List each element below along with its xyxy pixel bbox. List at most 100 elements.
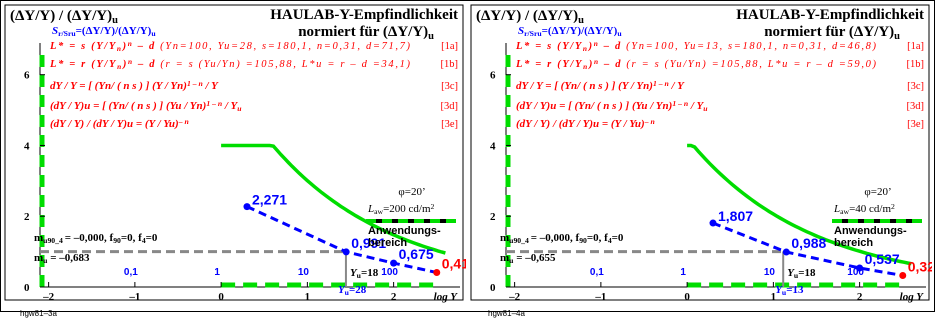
blue-data-point: [390, 259, 398, 267]
phi-label: φ=20’: [398, 186, 425, 198]
blue-x-label: 10: [764, 267, 776, 278]
formula-2: L* = r (Y/Y n) n – d (r = s (Yu/Yn) =105,8…: [49, 57, 410, 71]
x-tick-label: 2: [391, 291, 397, 303]
formula-tag: [1a]: [907, 41, 924, 52]
anwendungsbereich-label-2: bereich: [834, 237, 873, 249]
x-tick-label: 0: [684, 291, 690, 303]
yu-label: Yu=18: [350, 267, 379, 280]
chart-title-line2: normiert für (ΔY/Y)u: [764, 24, 900, 42]
blue-x-label: 1: [214, 267, 220, 278]
chart-panel-right: 0 2 4 6 –2 –1 0 1 2 log Y 1,807 0,988 0,537 0,326 0,1 1…: [468, 3, 932, 303]
blue-value-label: 0,991: [351, 235, 386, 251]
x-tick-label: –2: [508, 291, 521, 303]
y-tick-label: 2: [490, 211, 496, 223]
chart-svg: 0 2 4 6 –2 –1 0 1 2 log Y 1,807 0,988 0,537 0,326 0,1 1…: [470, 4, 932, 303]
header-ratio: (ΔY/Y) / (ΔY/Y)u: [10, 8, 118, 26]
yu-bottom-label: Yu=13: [775, 284, 804, 297]
luminance-label: Law=200 cd/m2: [367, 202, 435, 216]
chart-svg: 0 2 4 6 –2 –1 0 1 2 log Y 2,271 0,991 0,675 0,410 0,1 1…: [4, 4, 466, 303]
formula-tag: [3c]: [441, 81, 458, 92]
footer-code-right: hgw81–4a: [488, 309, 525, 318]
formula-tag: [3e]: [907, 119, 924, 130]
green-curve: [221, 143, 446, 255]
blue-data-point: [856, 264, 864, 272]
green-curve: [687, 143, 912, 266]
formula-1: L* = s (Y/Y n) n – d (Yn=100, Yu=13, s=180…: [515, 39, 877, 53]
red-data-point: [433, 268, 441, 276]
blue-data-point: [243, 203, 251, 211]
x-tick-label: –1: [128, 291, 140, 303]
red-data-point: [899, 271, 907, 279]
blue-x-label: 100: [381, 267, 398, 278]
x-tick-label: 2: [857, 291, 863, 303]
formula-5: (dY / Y) / (dY / Y)u = (Y / Yu)– n: [50, 117, 189, 130]
y-tick-label: 0: [24, 282, 30, 294]
blue-x-label: 0,1: [124, 267, 138, 278]
y-tick-label: 4: [24, 140, 30, 152]
m-u90-label: mu90_4 = –0,000, f90=0, f4=0: [34, 232, 158, 245]
chart-panel-left: 0 2 4 6 –2 –1 0 1 2 log Y 2,271 0,991 0,675 0,410 0,1 1…: [2, 3, 466, 303]
blue-x-label: 10: [298, 267, 310, 278]
formula-tag: [1a]: [441, 41, 458, 52]
anwendungsbereich-label-2: bereich: [368, 237, 407, 249]
y-tick-label: 2: [24, 211, 30, 223]
formula-tag: [3e]: [441, 119, 458, 130]
x-tick-label: 1: [305, 291, 311, 303]
blue-value-label: 0,537: [865, 251, 900, 267]
blue-x-label: 1: [680, 267, 686, 278]
blue-value-label: 2,271: [252, 192, 287, 208]
blue-value-label: 0,675: [399, 246, 434, 262]
formula-tag: [1b]: [441, 59, 459, 70]
chart-title-line1: HAULAB-Y-Empfindlichkeit: [736, 7, 924, 23]
sr-label: Sr/Sru=(ΔY/Y)/(ΔY/Y)u: [52, 25, 156, 38]
anwendungsbereich-label: Anwendungs-: [834, 225, 907, 237]
formula-4: (dY / Y)u = [ (Yn/ ( n s ) ] (Yu / Yn)1 …: [50, 99, 242, 113]
x-tick-label: –2: [42, 291, 55, 303]
y-tick-label: 6: [24, 70, 30, 82]
footer-code-left: hgw81–3a: [20, 309, 57, 318]
x-axis-label: log Y: [900, 291, 925, 303]
x-tick-label: 1: [771, 291, 777, 303]
anwendungsbereich-label: Anwendungs-: [368, 225, 441, 237]
phi-label: φ=20’: [864, 186, 891, 198]
header-ratio: (ΔY/Y) / (ΔY/Y)u: [476, 8, 584, 26]
blue-dashed-line: [712, 221, 903, 277]
red-value-label: 0,326: [908, 258, 932, 274]
m-u-label: mu = –0,683: [34, 252, 90, 265]
formula-tag: [3d]: [907, 101, 925, 112]
m-u-label: mu = –0,655: [500, 252, 556, 265]
blue-data-point: [782, 248, 790, 256]
blue-data-point: [342, 248, 350, 256]
chart-title-line2: normiert für (ΔY/Y)u: [298, 24, 434, 42]
formula-2: L* = r (Y/Y n) n – d (r = s (Yu/Yn) =105,8…: [515, 57, 877, 71]
sr-label: Sr/Sru=(ΔY/Y)/(ΔY/Y)u: [518, 25, 622, 38]
panel-border: [4, 4, 464, 301]
formula-tag: [3d]: [441, 101, 459, 112]
panel-border: [470, 4, 930, 301]
y-tick-label: 4: [490, 140, 496, 152]
formula-4: (dY / Y)u = [ (Yn/ ( n s ) ] (Yu / Yn)1 …: [516, 99, 708, 113]
formula-1: L* = s (Y/Y n) n – d (Yn=100, Yu=28, s=180…: [49, 39, 410, 53]
chart-title-line1: HAULAB-Y-Empfindlichkeit: [270, 7, 458, 23]
x-tick-label: –1: [594, 291, 606, 303]
y-tick-label: 0: [490, 282, 496, 294]
x-axis-label: log Y: [434, 291, 459, 303]
x-tick-label: 0: [218, 291, 224, 303]
blue-x-label: 0,1: [590, 267, 604, 278]
y-tick-label: 6: [490, 70, 496, 82]
blue-data-point: [709, 219, 717, 227]
red-value-label: 0,410: [442, 255, 466, 271]
blue-x-label: 100: [847, 267, 864, 278]
blue-value-label: 1,807: [718, 208, 753, 224]
formula-3: dY / Y = [ (Yn/ ( n s ) ] (Y / Yn)1 – n …: [50, 79, 219, 92]
formula-tag: [1b]: [907, 59, 925, 70]
luminance-label: Law=40 cd/m2: [833, 202, 895, 216]
yu-bottom-label: Yu=28: [338, 284, 367, 297]
formula-5: (dY / Y) / (dY / Y)u = (Y / Yu)– n: [516, 117, 655, 130]
blue-value-label: 0,988: [791, 235, 826, 251]
formula-3: dY / Y = [ (Yn/ ( n s ) ] (Y / Yn)1 – n …: [516, 79, 685, 92]
formula-tag: [3c]: [907, 81, 924, 92]
blue-dashed-line: [246, 205, 438, 274]
m-u90-label: mu90_4 = –0,000, f90=0, f4=0: [500, 232, 624, 245]
yu-label: Yu=18: [787, 267, 816, 280]
